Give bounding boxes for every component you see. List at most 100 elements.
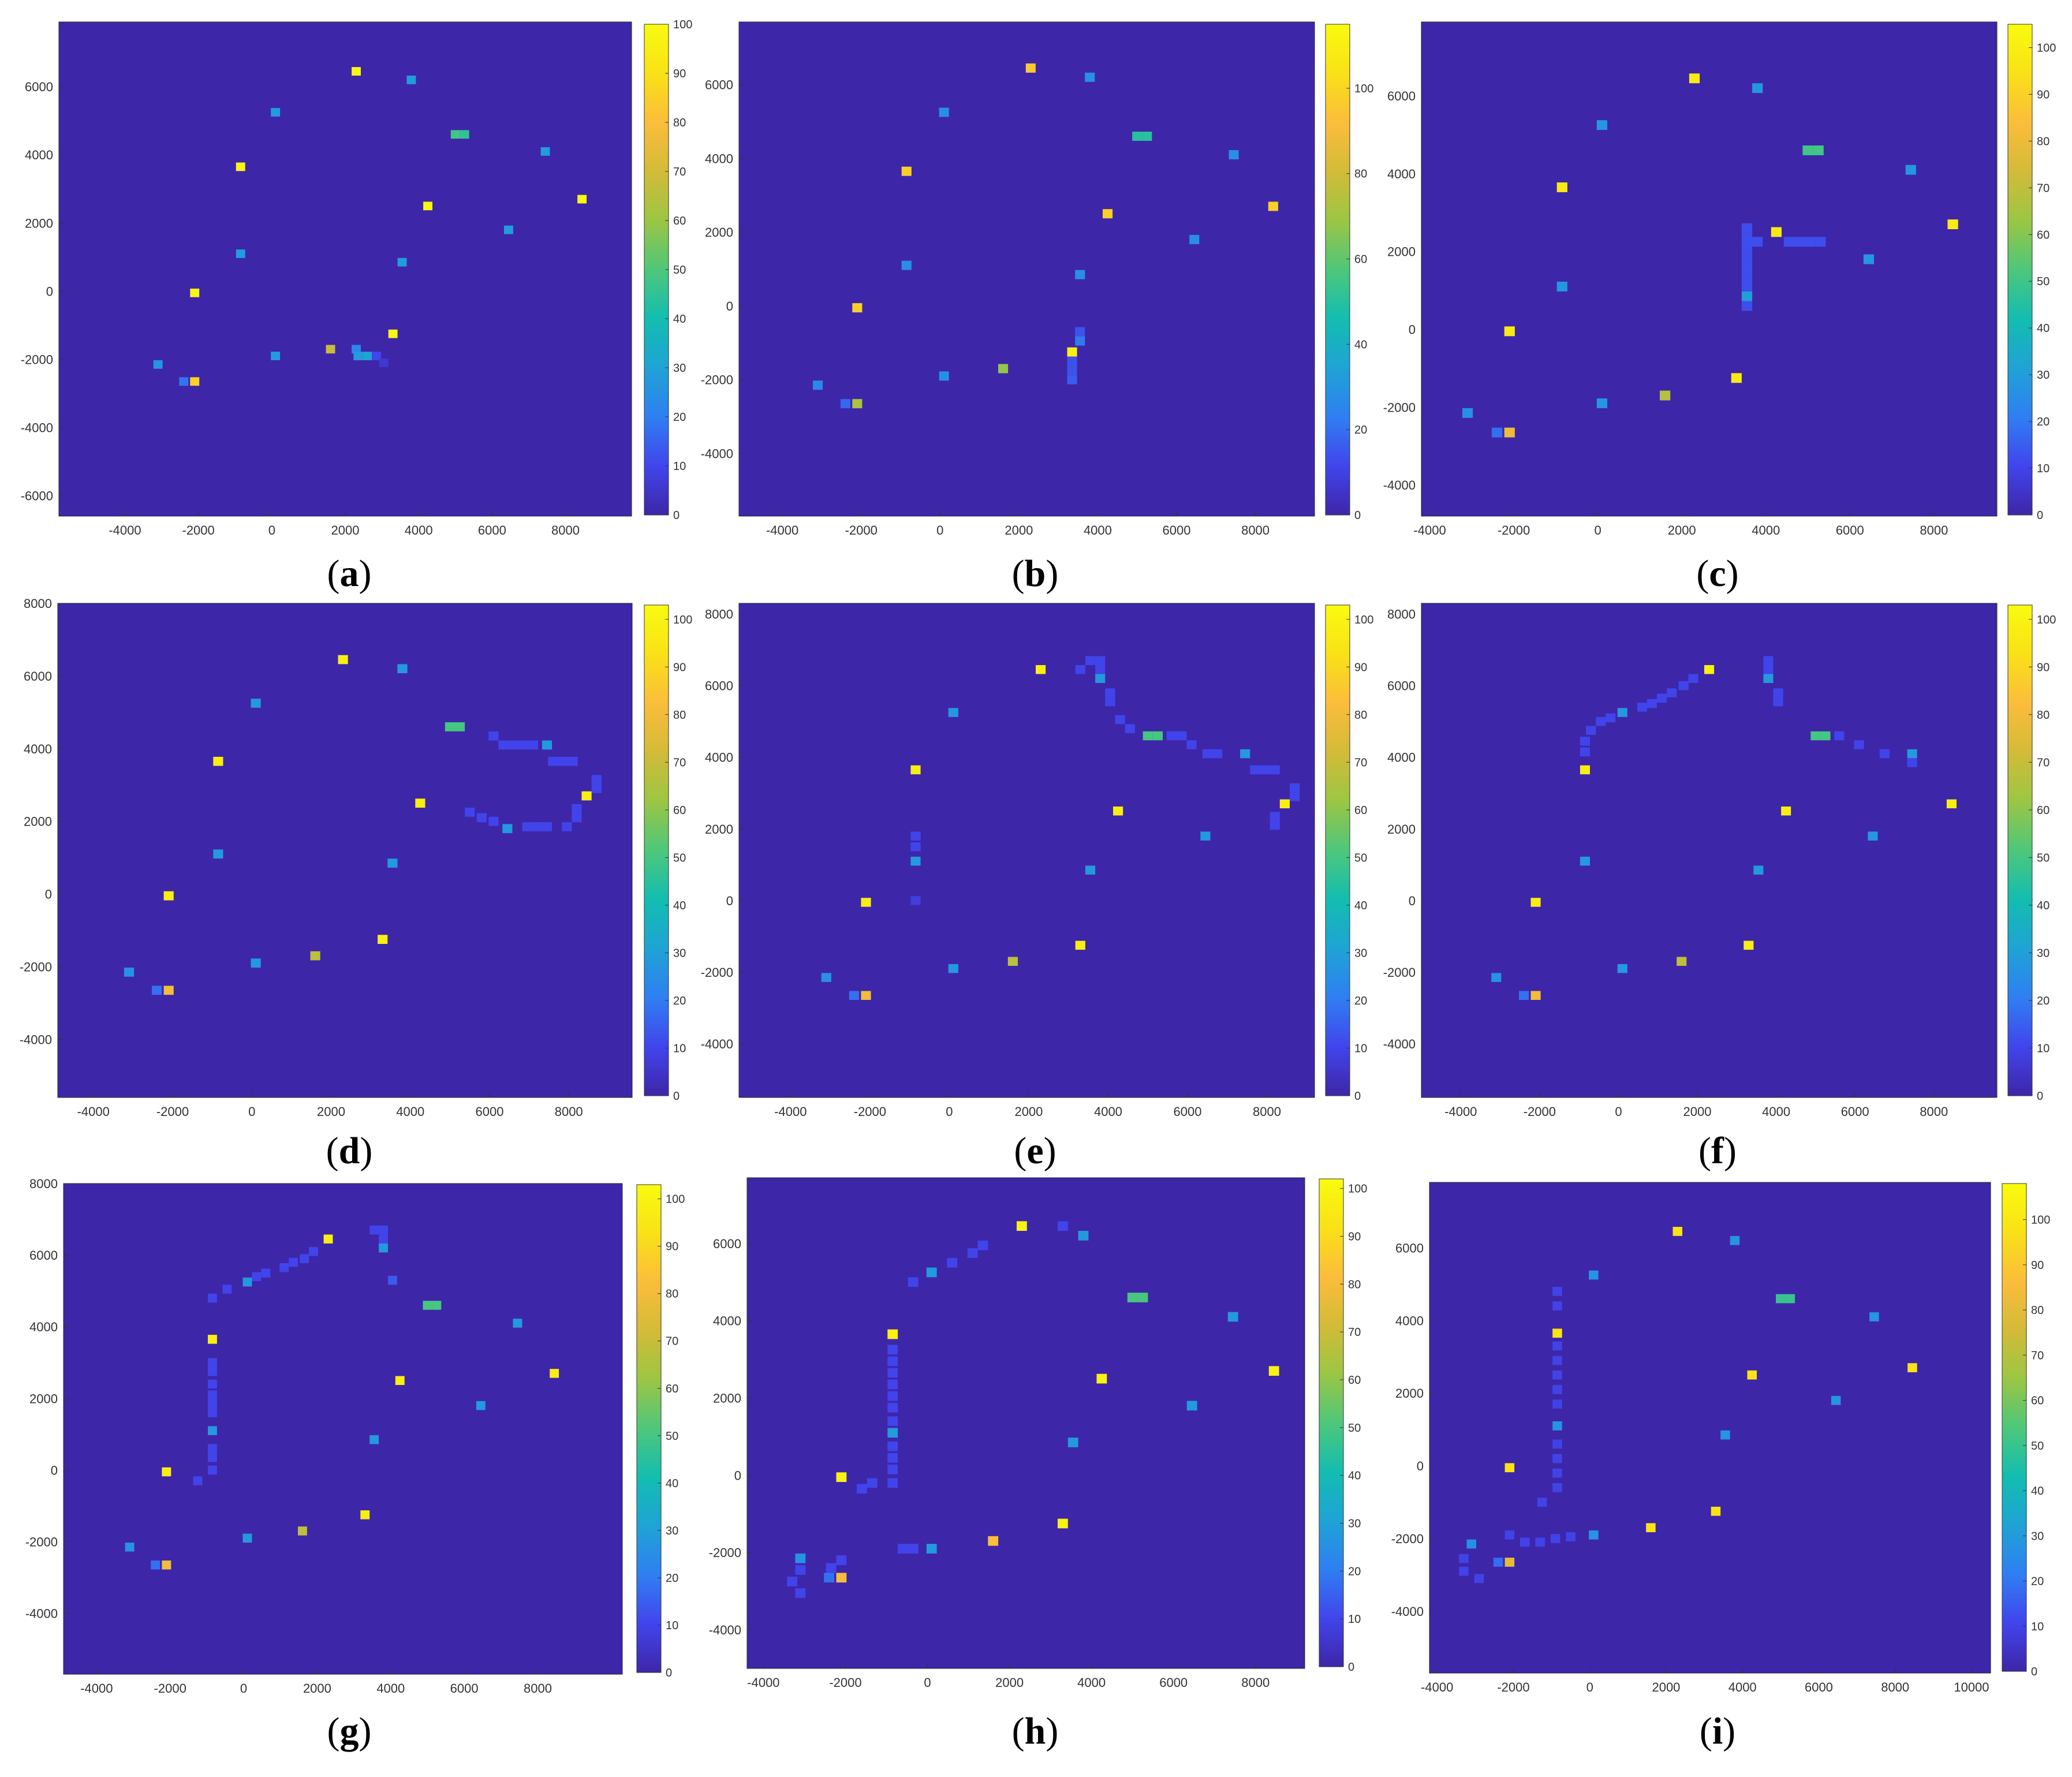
heatmap-cell xyxy=(1240,749,1250,759)
heatmap-cell xyxy=(1132,132,1143,141)
heatmap-cell xyxy=(1763,665,1774,674)
colorbar-tick-label: 80 xyxy=(2037,135,2049,148)
heatmap-cell xyxy=(310,951,320,961)
heatmap-cell xyxy=(1657,693,1667,703)
heatmap-cell xyxy=(861,898,871,907)
heatmap-cell xyxy=(208,1293,217,1303)
heatmap-cell xyxy=(298,1526,307,1536)
heatmap-cell xyxy=(1552,1356,1562,1365)
heatmap-cell xyxy=(152,985,162,995)
heatmap-cell xyxy=(388,329,398,338)
colorbar-tick-label: 70 xyxy=(673,756,686,769)
heatmap-cell xyxy=(1741,233,1753,243)
y-tick-label: 2000 xyxy=(713,1391,741,1405)
heatmap-cell xyxy=(1103,209,1113,219)
heatmap-cell xyxy=(1113,807,1123,816)
axes-frame xyxy=(738,603,1315,1098)
colorbar-tick-label: 10 xyxy=(666,1619,678,1632)
heatmap-cell xyxy=(1552,1370,1562,1380)
heatmap-cell xyxy=(1741,262,1753,272)
colorbar-tick-label: 100 xyxy=(1354,614,1373,626)
heatmap-cell xyxy=(208,1358,217,1367)
heatmap-cell xyxy=(1552,1421,1562,1431)
heatmap-cell xyxy=(1802,145,1813,155)
colorbar-tick-label: 20 xyxy=(2031,1576,2044,1588)
heatmap-cell xyxy=(849,991,859,1000)
heatmap-cell xyxy=(1504,427,1515,438)
heatmap-cell xyxy=(1017,1221,1027,1231)
colorbar-tick-label: 20 xyxy=(673,995,686,1007)
heatmap-cell xyxy=(910,765,921,775)
heatmap-cell xyxy=(309,1247,318,1256)
heatmap-cell xyxy=(1067,365,1077,375)
x-tick-label: -2000 xyxy=(829,1675,861,1690)
heatmap-cell xyxy=(1815,237,1826,247)
heatmap-cell xyxy=(1589,1530,1599,1540)
x-tick-label: 8000 xyxy=(551,523,580,537)
heatmap-cell xyxy=(1596,716,1606,726)
y-tick-label: 2000 xyxy=(29,1391,58,1406)
colorbar-tick-label: 80 xyxy=(673,709,686,722)
x-tick-label: 4000 xyxy=(1762,1104,1790,1119)
heatmap-cell xyxy=(1552,1385,1562,1394)
heatmap-cell xyxy=(1085,656,1096,665)
heatmap-cell xyxy=(572,813,582,823)
heatmap-cell xyxy=(352,67,361,76)
heatmap-cell xyxy=(1127,1293,1138,1302)
heatmap-cell xyxy=(887,1402,898,1413)
colorbar-tick-label: 100 xyxy=(2037,42,2056,54)
colorbar-tick-label: 90 xyxy=(673,661,686,674)
colorbar-tick-label: 90 xyxy=(2037,661,2049,674)
heatmap-cell xyxy=(1552,1399,1562,1409)
colorbar-tick-label: 60 xyxy=(673,804,686,817)
y-tick-label: -2000 xyxy=(709,1545,741,1560)
heatmap-cell xyxy=(867,1478,878,1488)
colorbar-tick-label: 70 xyxy=(2031,1349,2044,1362)
heatmap-cell xyxy=(1520,1537,1530,1547)
heatmap-cell xyxy=(1085,72,1095,82)
heatmap-cell xyxy=(323,1234,333,1244)
x-tick-label: -4000 xyxy=(774,1104,807,1119)
x-tick-label: 6000 xyxy=(475,1104,503,1119)
y-tick-label: -2000 xyxy=(21,352,53,367)
heatmap-cell xyxy=(836,1573,847,1583)
heatmap-cell xyxy=(1783,237,1794,247)
heatmap-cell xyxy=(1720,1430,1730,1440)
heatmap-cell xyxy=(1067,1438,1078,1447)
y-tick-label: -2000 xyxy=(20,960,52,974)
colorbar-tick-label: 50 xyxy=(673,264,686,277)
heatmap-cell xyxy=(910,831,921,841)
heatmap-cell xyxy=(1907,1363,1917,1372)
heatmap-cell xyxy=(236,162,245,171)
y-tick-label: -4000 xyxy=(21,421,53,435)
panel-caption: (i) xyxy=(1700,1710,1735,1752)
heatmap-cell xyxy=(1530,991,1541,1000)
heatmap-cell xyxy=(1566,1532,1576,1541)
heatmap-cell xyxy=(1773,697,1783,707)
x-tick-label: 6000 xyxy=(1159,1675,1188,1690)
x-tick-label: 0 xyxy=(1586,1680,1593,1694)
heatmap-cell xyxy=(1741,301,1753,311)
colorbar-tick-label: 80 xyxy=(673,117,686,129)
heatmap-cell xyxy=(1504,1463,1515,1473)
y-tick-label: 2000 xyxy=(1387,822,1416,837)
colorbar-tick-label: 60 xyxy=(1348,1374,1361,1387)
heatmap-cell xyxy=(1731,373,1742,383)
heatmap-cell xyxy=(813,380,823,390)
heatmap-cell xyxy=(208,1408,217,1417)
heatmap-cell xyxy=(1552,1287,1562,1296)
colorbar-tick-label: 0 xyxy=(2037,509,2043,522)
heatmap-cell xyxy=(190,288,200,297)
y-tick-label: 0 xyxy=(51,1463,58,1477)
colorbar-tick-label: 50 xyxy=(666,1430,678,1443)
heatmap-cell xyxy=(1537,1498,1547,1507)
axes-frame xyxy=(1421,603,1998,1098)
heatmap-cell xyxy=(532,822,542,831)
colorbar-tick-label: 30 xyxy=(2037,947,2049,960)
heatmap-cell xyxy=(502,824,513,834)
heatmap-cell xyxy=(1763,656,1774,665)
y-tick-label: 4000 xyxy=(1387,751,1416,765)
heatmap-cell xyxy=(1075,270,1085,279)
heatmap-cell xyxy=(179,377,189,386)
y-tick-label: 4000 xyxy=(1395,1313,1424,1328)
